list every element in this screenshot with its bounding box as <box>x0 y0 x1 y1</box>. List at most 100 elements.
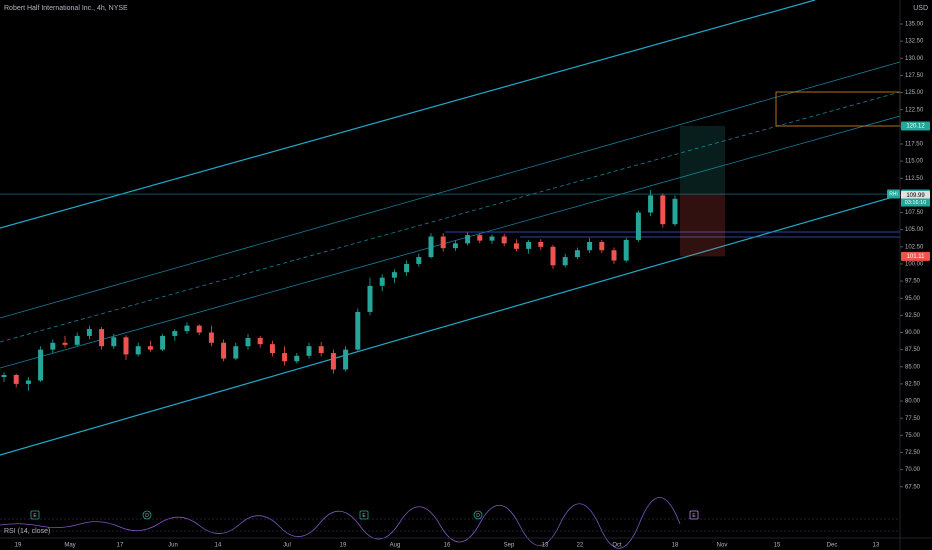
candle-body <box>526 242 532 249</box>
event-label: D <box>145 513 149 519</box>
y-tick-label: 130.00 <box>905 56 924 62</box>
channel-upper <box>0 61 901 319</box>
candle-body <box>574 250 580 258</box>
candle-body <box>587 242 593 251</box>
candle-body <box>74 335 80 345</box>
candle-body <box>477 235 483 241</box>
event-icon <box>359 510 369 520</box>
channel-bottom <box>0 194 901 456</box>
candle-body <box>86 329 92 336</box>
candle-body <box>257 337 263 345</box>
candle-body <box>160 335 166 350</box>
candle-body <box>135 346 141 355</box>
x-tick-label: Nov <box>717 543 728 549</box>
y-tick-label: 85.00 <box>905 364 921 370</box>
price-label-bg <box>901 121 930 131</box>
price-label: 120.12 <box>906 124 925 130</box>
x-tick-label: 18 <box>672 543 679 549</box>
price-label: 109.99 <box>906 193 925 199</box>
candle-body <box>648 195 654 213</box>
candle-body <box>221 342 227 359</box>
candle-body <box>513 243 519 249</box>
y-tick-label: 77.50 <box>905 416 921 422</box>
countdown: 03:16:10 <box>905 200 926 206</box>
event-icon <box>30 510 40 520</box>
y-tick-label: 97.50 <box>905 279 921 285</box>
event-label: E <box>33 513 37 519</box>
price-label-bg <box>901 251 930 261</box>
y-tick-label: 125.00 <box>905 90 924 96</box>
candle-body <box>367 285 373 312</box>
candle-body <box>330 353 336 370</box>
x-tick-label: Jul <box>283 543 291 549</box>
event-label: E <box>362 513 366 519</box>
loss-zone <box>680 194 725 257</box>
y-tick-label: 122.50 <box>905 107 924 113</box>
indicator-label: RSI (14, close) <box>4 528 50 535</box>
y-tick-label: 107.50 <box>905 210 924 216</box>
y-tick-label: 127.50 <box>905 73 924 79</box>
candle-body <box>550 246 556 266</box>
y-tick-label: 70.00 <box>905 467 921 473</box>
candle-body <box>343 349 349 370</box>
candle-body <box>13 375 19 384</box>
y-tick-label: 135.00 <box>905 22 924 28</box>
candle-body <box>465 235 471 244</box>
symbol-label: RHI <box>889 191 898 197</box>
candle-body <box>538 242 544 247</box>
candle-body <box>404 263 410 273</box>
price-label-bg <box>901 190 930 200</box>
candle-body <box>1 375 7 378</box>
candle-body <box>50 342 56 350</box>
x-tick-label: 22 <box>577 543 584 549</box>
candle-body <box>245 337 251 347</box>
event-label: E <box>692 513 696 519</box>
x-tick-label: Sep <box>504 543 515 549</box>
x-tick-label: Oct <box>612 543 622 549</box>
x-tick-label: 17 <box>117 543 124 549</box>
channel-mid <box>0 91 901 343</box>
candle-body <box>306 346 312 356</box>
candle-body <box>99 329 105 347</box>
candle-body <box>440 236 446 249</box>
candle-body <box>208 332 214 343</box>
currency: USD <box>913 5 928 12</box>
candle-body <box>355 311 361 350</box>
candle-body <box>611 250 617 261</box>
channel-top <box>0 0 816 229</box>
candle-body <box>147 346 153 350</box>
x-tick-label: Aug <box>390 543 401 549</box>
candle-body <box>282 353 288 362</box>
y-tick-label: 67.50 <box>905 484 921 490</box>
candle-body <box>318 346 324 354</box>
event-icon <box>473 510 483 520</box>
x-tick-label: 16 <box>444 543 451 549</box>
y-tick-label: 95.00 <box>905 296 921 302</box>
x-tick-label: 14 <box>215 543 222 549</box>
candle-body <box>391 272 397 278</box>
x-tick-label: Jun <box>168 543 178 549</box>
x-tick-label: 19 <box>340 543 347 549</box>
y-tick-label: 102.50 <box>905 244 924 250</box>
y-tick-label: 112.50 <box>905 176 924 182</box>
candle-body <box>62 342 68 345</box>
candle-body <box>25 380 31 384</box>
candle-body <box>184 325 190 332</box>
candle-body <box>38 349 44 381</box>
candle-body <box>623 239 629 261</box>
candle-body <box>269 344 275 354</box>
candle-body <box>172 331 178 336</box>
candle-body <box>672 198 678 225</box>
candle-body <box>428 236 434 258</box>
event-label: D <box>476 513 480 519</box>
candle-body <box>123 337 129 355</box>
channel-lower <box>0 115 901 369</box>
candle-body <box>111 337 117 347</box>
candle-body <box>233 346 239 359</box>
x-tick-label: 13 <box>873 543 880 549</box>
x-tick-label: 15 <box>774 543 781 549</box>
x-tick-label: Dec <box>827 543 838 549</box>
y-tick-label: 87.50 <box>905 347 921 353</box>
